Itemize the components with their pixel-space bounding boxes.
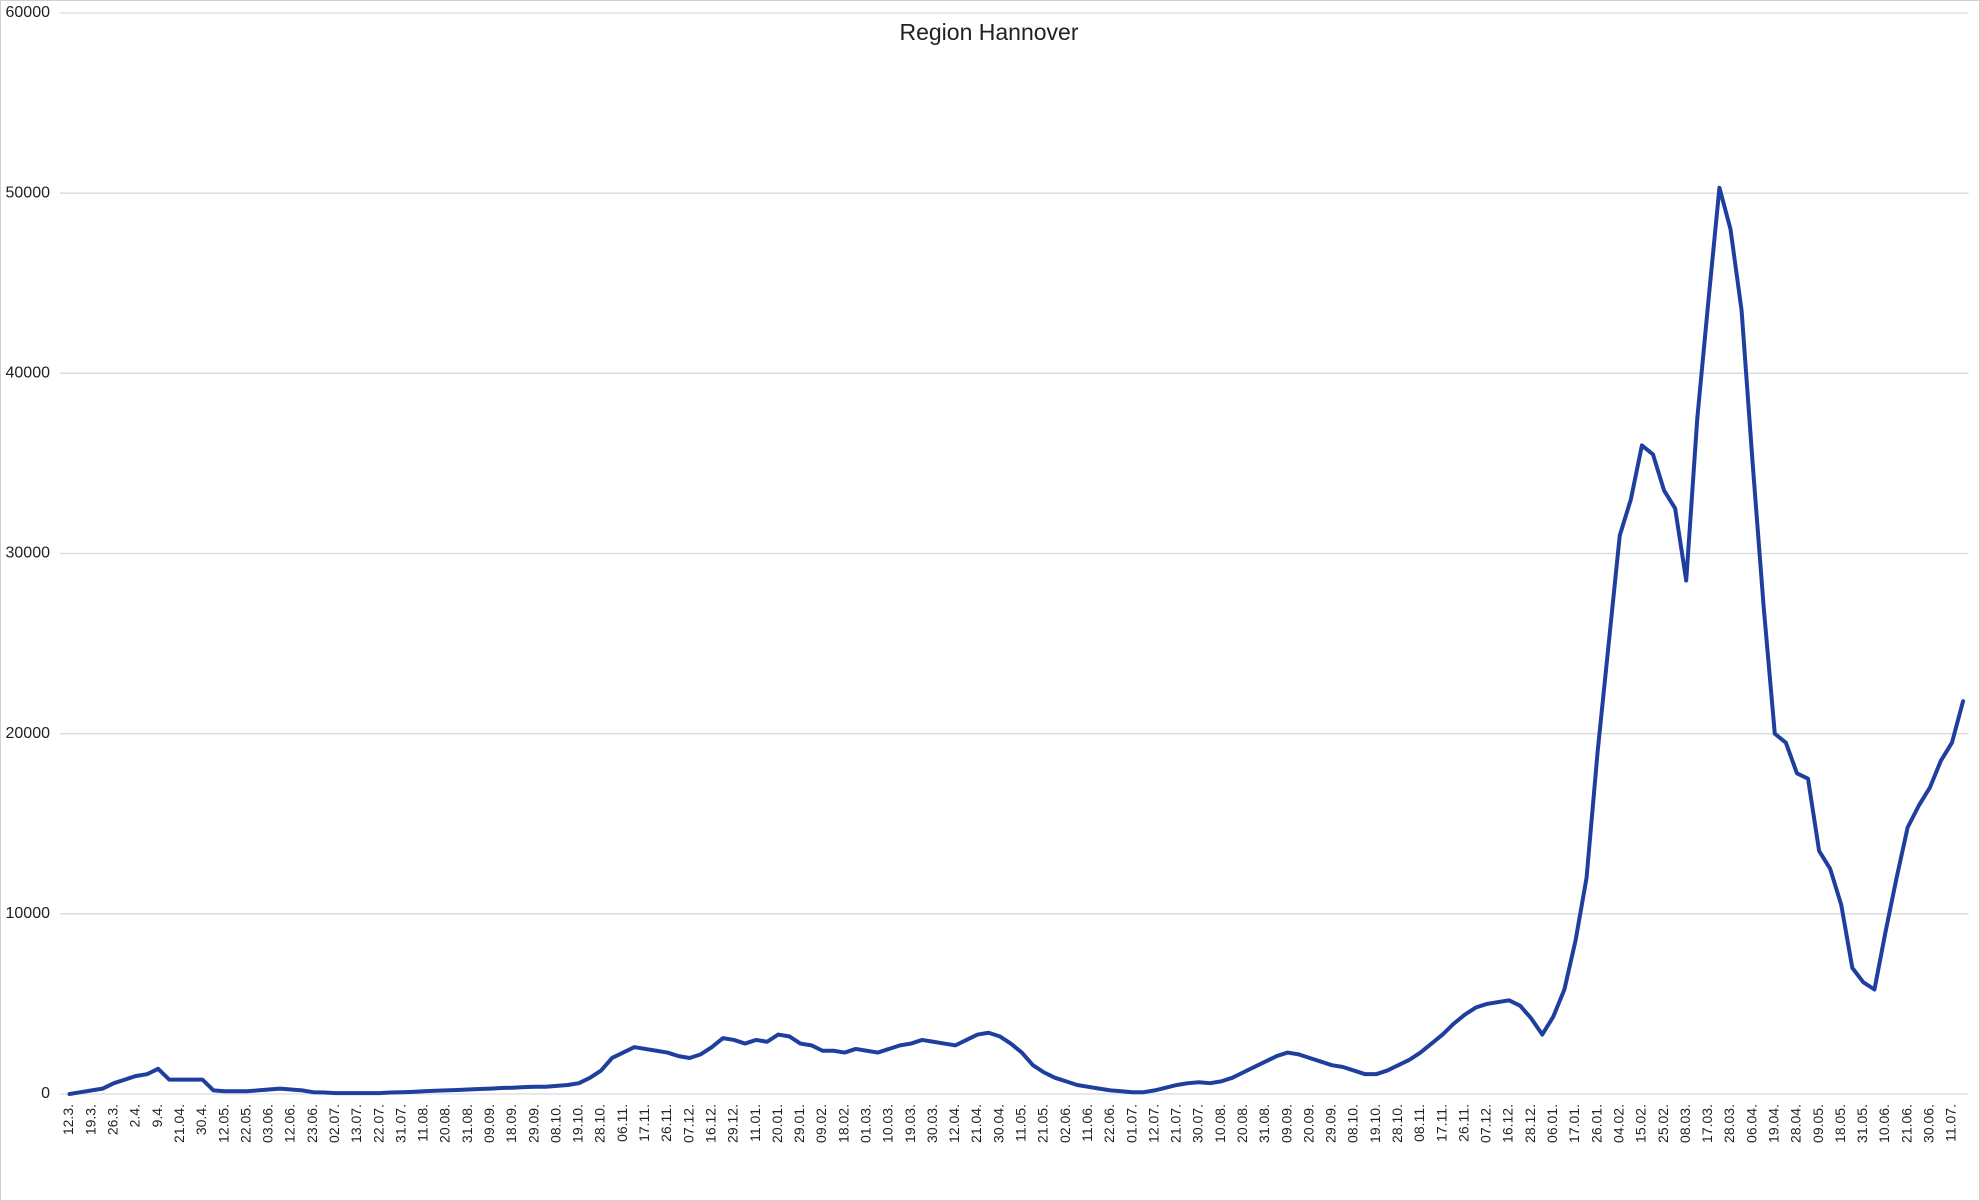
x-tick-label: 31.08. xyxy=(1256,1104,1272,1143)
x-tick-label: 09.02. xyxy=(813,1104,829,1143)
x-tick-label: 12.04. xyxy=(946,1104,962,1143)
x-tick-label: 31.05. xyxy=(1854,1104,1870,1143)
x-tick-label: 29.12. xyxy=(725,1104,741,1143)
x-tick-label: 30.4. xyxy=(193,1104,209,1135)
x-tick-label: 21.05. xyxy=(1035,1104,1051,1143)
x-tick-label: 12.07. xyxy=(1145,1104,1161,1143)
x-tick-label: 12.05. xyxy=(215,1104,231,1143)
x-tick-label: 11.08. xyxy=(415,1104,431,1142)
x-tick-label: 09.09. xyxy=(481,1104,497,1143)
x-tick-label: 17.11. xyxy=(636,1104,652,1142)
x-tick-label: 31.07. xyxy=(392,1104,408,1143)
x-tick-label: 20.09. xyxy=(1300,1104,1316,1143)
x-tick-label: 30.07. xyxy=(1190,1104,1206,1143)
x-tick-label: 13.07. xyxy=(348,1104,364,1143)
x-tick-label: 09.05. xyxy=(1810,1104,1826,1143)
x-tick-label: 08.11. xyxy=(1411,1104,1427,1142)
y-tick-label: 40000 xyxy=(6,365,51,382)
x-tick-label: 23.06. xyxy=(304,1104,320,1143)
x-tick-label: 06.01. xyxy=(1544,1104,1560,1143)
x-tick-label: 19.04. xyxy=(1765,1104,1781,1143)
x-tick-label: 09.09. xyxy=(1278,1104,1294,1143)
x-tick-label: 31.08. xyxy=(459,1104,475,1143)
x-tick-label: 06.04. xyxy=(1743,1104,1759,1143)
x-tick-label: 04.02. xyxy=(1610,1104,1626,1143)
y-tick-label: 10000 xyxy=(6,905,51,922)
x-tick-label: 10.08. xyxy=(1212,1104,1228,1143)
x-tick-label: 17.01. xyxy=(1566,1104,1582,1143)
x-tick-label: 11.01. xyxy=(747,1104,763,1142)
x-tick-label: 26.3. xyxy=(105,1104,121,1135)
x-tick-label: 19.03. xyxy=(902,1104,918,1143)
x-tick-label: 19.3. xyxy=(82,1104,98,1135)
x-tick-label: 29.09. xyxy=(525,1104,541,1143)
x-tick-label: 21.07. xyxy=(1168,1104,1184,1143)
x-tick-label: 19.10. xyxy=(570,1104,586,1143)
x-tick-label: 28.03. xyxy=(1721,1104,1737,1143)
x-tick-label: 16.12. xyxy=(702,1104,718,1143)
x-tick-label: 28.04. xyxy=(1788,1104,1804,1143)
x-tick-label: 30.03. xyxy=(924,1104,940,1143)
x-tick-label: 29.01. xyxy=(791,1104,807,1143)
x-tick-label: 07.12. xyxy=(1478,1104,1494,1143)
x-tick-label: 30.06. xyxy=(1921,1104,1937,1143)
x-tick-label: 11.07. xyxy=(1943,1104,1959,1142)
x-tick-label: 20.08. xyxy=(437,1104,453,1143)
x-tick-label: 21.06. xyxy=(1898,1104,1914,1143)
x-tick-label: 26.01. xyxy=(1588,1104,1604,1143)
x-tick-label: 03.06. xyxy=(260,1104,276,1143)
x-tick-label: 02.07. xyxy=(326,1104,342,1143)
x-tick-label: 08.03. xyxy=(1677,1104,1693,1143)
data-line xyxy=(67,185,1966,1096)
x-tick-label: 19.10. xyxy=(1367,1104,1383,1143)
y-tick-label: 30000 xyxy=(6,545,51,562)
x-tick-label: 15.02. xyxy=(1633,1104,1649,1143)
x-tick-label: 29.09. xyxy=(1323,1104,1339,1143)
x-tick-label: 28.10. xyxy=(592,1104,608,1143)
x-tick-label: 02.06. xyxy=(1057,1104,1073,1143)
x-tick-label: 01.07. xyxy=(1123,1104,1139,1143)
x-tick-label: 21.04. xyxy=(968,1104,984,1143)
x-tick-label: 11.05. xyxy=(1013,1104,1029,1142)
x-tick-label: 11.06. xyxy=(1079,1104,1095,1142)
x-tick-label: 10.06. xyxy=(1876,1104,1892,1143)
x-tick-label: 18.09. xyxy=(503,1104,519,1143)
x-tick-label: 10.03. xyxy=(880,1104,896,1143)
x-tick-label: 17.03. xyxy=(1699,1104,1715,1143)
x-tick-label: 20.08. xyxy=(1234,1104,1250,1143)
x-tick-label: 28.12. xyxy=(1522,1104,1538,1143)
x-tick-label: 12.3. xyxy=(60,1104,76,1135)
x-tick-label: 25.02. xyxy=(1655,1104,1671,1143)
x-tick-label: 08.10. xyxy=(547,1104,563,1143)
x-tick-label: 22.05. xyxy=(237,1104,253,1143)
x-tick-label: 01.03. xyxy=(858,1104,874,1143)
x-tick-label: 26.11. xyxy=(658,1104,674,1142)
x-tick-label: 2.4. xyxy=(127,1104,143,1127)
y-tick-label: 20000 xyxy=(6,725,51,742)
x-tick-label: 20.01. xyxy=(769,1104,785,1143)
x-tick-label: 21.04. xyxy=(171,1104,187,1143)
x-tick-label: 08.10. xyxy=(1345,1104,1361,1143)
x-tick-label: 30.04. xyxy=(990,1104,1006,1143)
x-tick-label: 07.12. xyxy=(680,1104,696,1143)
x-tick-label: 06.11. xyxy=(614,1104,630,1142)
chart-title: Region Hannover xyxy=(899,19,1078,45)
x-tick-label: 12.06. xyxy=(282,1104,298,1143)
x-tick-label: 28.10. xyxy=(1389,1104,1405,1143)
x-tick-label: 9.4. xyxy=(149,1104,165,1127)
x-tick-label: 26.11. xyxy=(1455,1104,1471,1142)
y-tick-label: 0 xyxy=(41,1085,50,1102)
y-tick-label: 50000 xyxy=(6,184,51,201)
x-tick-label: 22.06. xyxy=(1101,1104,1117,1143)
y-tick-label: 60000 xyxy=(6,4,51,21)
x-tick-label: 22.07. xyxy=(370,1104,386,1143)
x-tick-label: 18.02. xyxy=(835,1104,851,1143)
x-tick-label: 17.11. xyxy=(1433,1104,1449,1142)
x-tick-label: 16.12. xyxy=(1500,1104,1516,1143)
x-tick-label: 18.05. xyxy=(1832,1104,1848,1143)
